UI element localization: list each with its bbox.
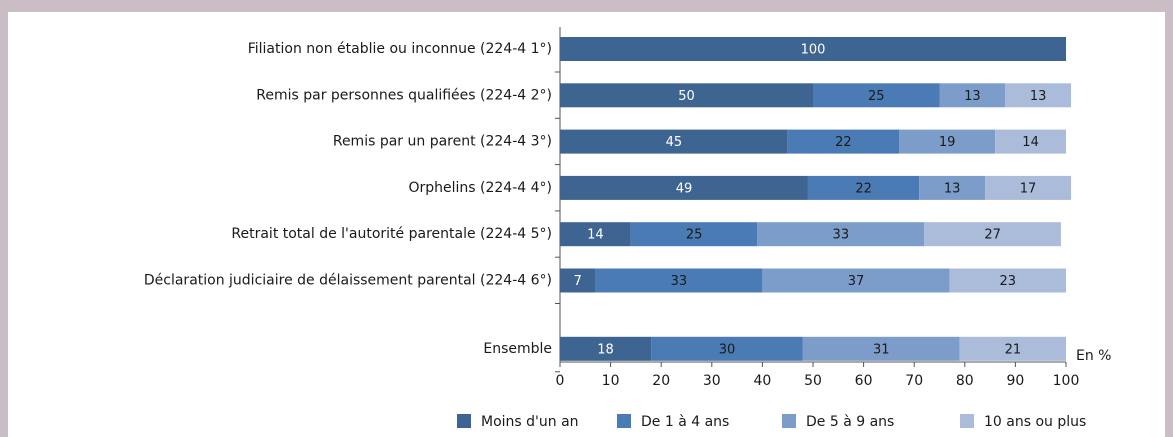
data-label: 18 bbox=[597, 342, 614, 357]
bar-segment bbox=[560, 37, 1066, 61]
legend-swatch bbox=[457, 414, 471, 428]
data-label: 22 bbox=[855, 181, 872, 196]
bar-segment bbox=[560, 222, 631, 247]
data-label: 23 bbox=[1000, 274, 1017, 289]
legend-swatch bbox=[782, 414, 796, 428]
data-label: 14 bbox=[587, 228, 604, 243]
x-tick-label: 50 bbox=[804, 373, 822, 389]
x-tick-label: 70 bbox=[905, 373, 923, 389]
category-label: Orphelins (224-4 4°) bbox=[408, 180, 552, 196]
bar-segment bbox=[924, 222, 1061, 247]
x-tick-label: 30 bbox=[703, 373, 721, 389]
bar-segment bbox=[807, 175, 920, 200]
data-label: 13 bbox=[964, 89, 981, 104]
data-label: 22 bbox=[835, 135, 852, 150]
bar-segment bbox=[560, 268, 596, 293]
data-label: 19 bbox=[939, 135, 956, 150]
data-label: 17 bbox=[1020, 181, 1037, 196]
data-label: 49 bbox=[676, 181, 693, 196]
category-label: Remis par un parent (224-4 3°) bbox=[333, 134, 552, 150]
data-label: 21 bbox=[1005, 342, 1022, 357]
data-label: 37 bbox=[848, 274, 865, 289]
data-label: 100 bbox=[801, 43, 826, 58]
data-label: 7 bbox=[574, 274, 582, 289]
data-label: 45 bbox=[666, 135, 683, 150]
data-label: 33 bbox=[833, 228, 850, 243]
bar-segment bbox=[757, 222, 925, 247]
bar-segment bbox=[949, 268, 1066, 293]
bar-segment bbox=[787, 129, 900, 154]
bar-segment bbox=[1005, 83, 1072, 108]
bar-segment bbox=[762, 268, 950, 293]
x-tick-label: 60 bbox=[855, 373, 873, 389]
bar-segment bbox=[985, 175, 1072, 200]
legend-label: 10 ans ou plus bbox=[984, 414, 1086, 430]
bar-segment bbox=[560, 336, 652, 361]
category-label: Filiation non établie ou inconnue (224-4… bbox=[248, 41, 552, 57]
data-label: 25 bbox=[686, 228, 703, 243]
bar-segment bbox=[959, 336, 1066, 361]
legend-label: De 5 à 9 ans bbox=[806, 414, 894, 430]
bar-segment bbox=[995, 129, 1066, 154]
data-label: 31 bbox=[873, 342, 890, 357]
data-label: 30 bbox=[719, 342, 736, 357]
legend-swatch bbox=[617, 414, 631, 428]
legend-label: Moins d'un an bbox=[481, 414, 579, 430]
data-label: 33 bbox=[671, 274, 688, 289]
x-tick-label: 10 bbox=[602, 373, 620, 389]
data-label: 27 bbox=[984, 228, 1001, 243]
x-tick-label: 100 bbox=[1053, 373, 1080, 389]
bar-segment bbox=[802, 336, 960, 361]
bar-segment bbox=[560, 129, 788, 154]
data-label: 25 bbox=[868, 89, 885, 104]
data-label: 50 bbox=[678, 89, 695, 104]
bar-segment bbox=[630, 222, 758, 247]
x-tick-label: 20 bbox=[652, 373, 670, 389]
bar-segment bbox=[813, 83, 940, 108]
data-label: 14 bbox=[1022, 135, 1039, 150]
legend-swatch bbox=[960, 414, 974, 428]
bar-segment bbox=[939, 83, 1006, 108]
category-label: Remis par personnes qualifiées (224-4 2°… bbox=[256, 87, 552, 103]
data-label: 13 bbox=[944, 181, 961, 196]
data-label: 13 bbox=[1030, 89, 1047, 104]
bar-segment bbox=[595, 268, 763, 293]
legend-label: De 1 à 4 ans bbox=[641, 414, 729, 430]
bar-segment bbox=[919, 175, 986, 200]
bar-segment bbox=[560, 175, 808, 200]
x-tick-label: 80 bbox=[956, 373, 974, 389]
bar-segment bbox=[899, 129, 996, 154]
x-tick-label: 90 bbox=[1006, 373, 1024, 389]
category-label: Ensemble bbox=[483, 341, 552, 357]
bar-segment bbox=[651, 336, 803, 361]
bar-segment bbox=[560, 83, 813, 108]
category-label: Retrait total de l'autorité parentale (2… bbox=[231, 226, 552, 242]
x-tick-label: 0 bbox=[556, 373, 565, 389]
category-label: Déclaration judiciaire de délaissement p… bbox=[144, 273, 552, 289]
x-axis-label: En % bbox=[1076, 348, 1111, 364]
x-tick-label: 40 bbox=[753, 373, 771, 389]
